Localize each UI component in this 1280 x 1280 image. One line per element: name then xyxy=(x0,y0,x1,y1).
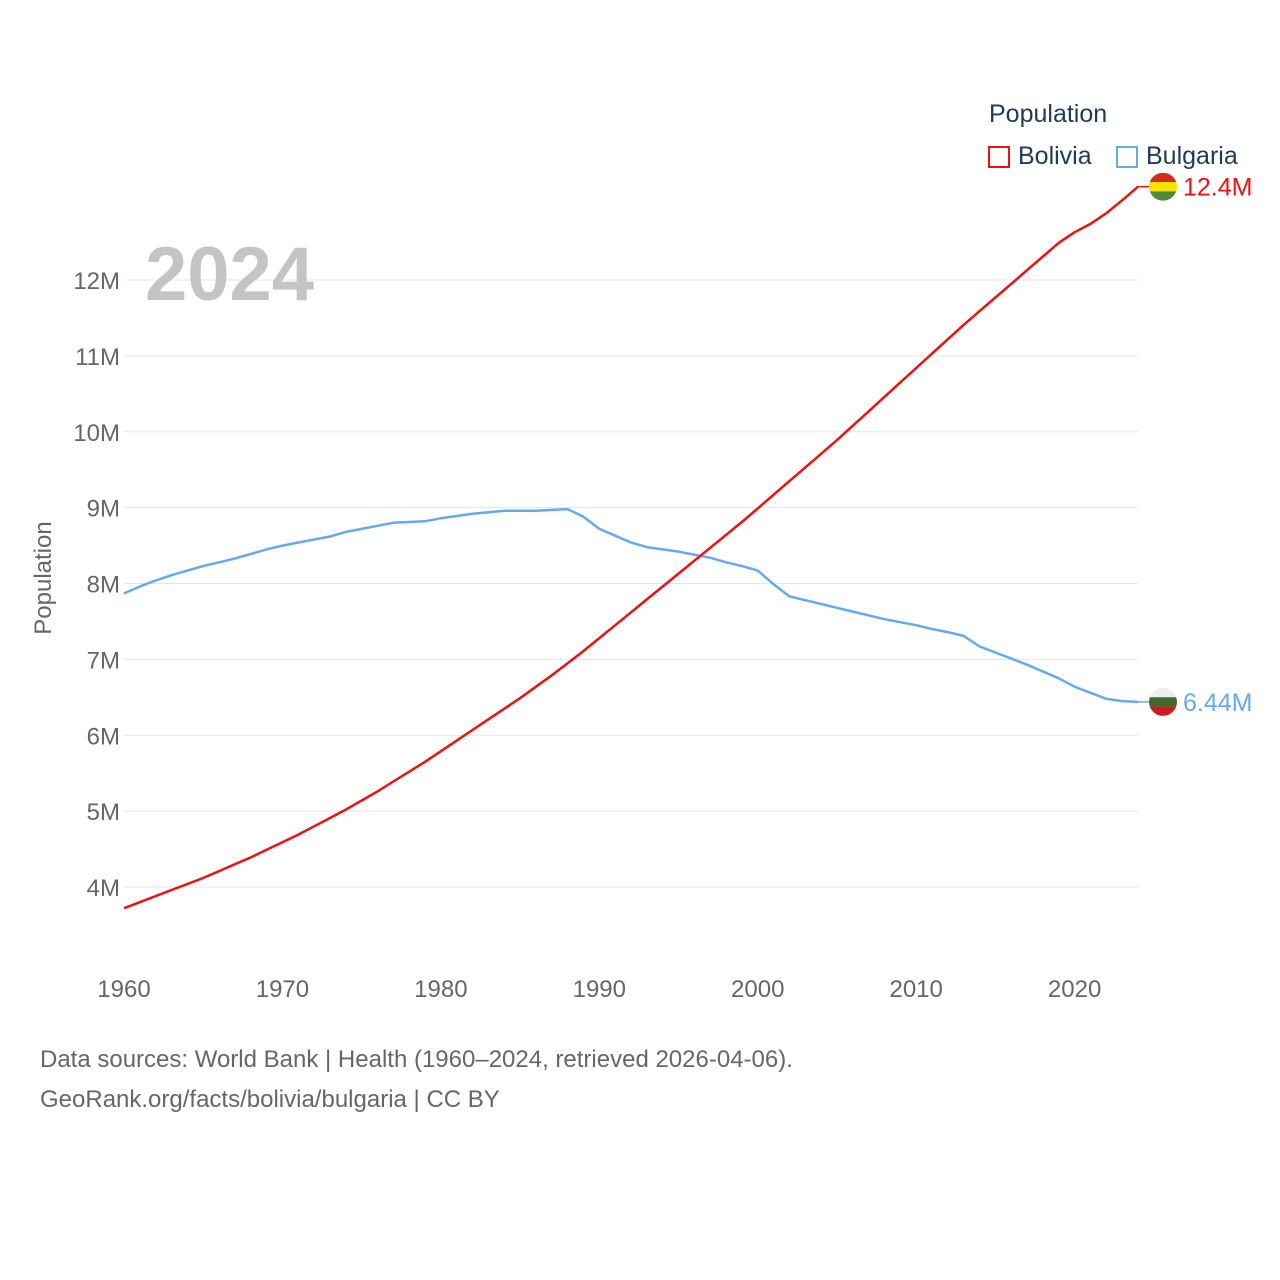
legend-swatch-bulgaria xyxy=(1116,145,1138,168)
footer-attribution[interactable]: GeoRank.org/facts/bolivia/bulgaria | CC … xyxy=(40,1086,500,1113)
series-lines xyxy=(123,185,1139,910)
end-value-label-bulgaria: 6.44M xyxy=(1183,689,1252,717)
y-gridlines xyxy=(124,279,1138,888)
x-tick-label: 2000 xyxy=(731,976,784,1003)
x-tick-label: 2010 xyxy=(889,976,942,1003)
y-tick-label: 4M xyxy=(87,875,120,902)
legend-swatch-bolivia xyxy=(988,145,1010,168)
series-end-markers: 12.4M 6.44M xyxy=(1138,174,1252,717)
y-tick-label: 11M xyxy=(75,344,120,371)
x-tick-label: 1960 xyxy=(97,976,150,1003)
x-tick-label: 1990 xyxy=(573,976,626,1003)
x-tick-label: 1980 xyxy=(414,976,467,1003)
y-tick-label: 9M xyxy=(87,496,120,523)
year-watermark: 2024 xyxy=(145,232,314,317)
y-tick-label: 10M xyxy=(73,420,120,447)
y-tick-label: 6M xyxy=(87,723,120,750)
legend-item-bulgaria[interactable]: Bulgaria xyxy=(1116,142,1238,171)
y-axis-label: Population xyxy=(30,521,57,634)
series-line-bulgaria[interactable] xyxy=(123,507,1139,704)
footer-sources: Data sources: World Bank | Health (1960–… xyxy=(40,1046,793,1073)
x-tick-label: 2020 xyxy=(1048,976,1101,1003)
bolivia-flag-icon xyxy=(1149,172,1177,201)
series-line-bolivia[interactable] xyxy=(123,185,1139,910)
bulgaria-flag-icon xyxy=(1149,687,1177,716)
end-value-label-bolivia: 12.4M xyxy=(1183,174,1252,202)
y-tick-label: 12M xyxy=(73,268,120,295)
y-tick-labels: 4M 5M 6M 7M 8M 9M 10M 11M 12M xyxy=(73,268,120,902)
y-tick-label: 8M xyxy=(87,572,120,599)
x-tick-labels: 1960 1970 1980 1990 2000 2010 2020 xyxy=(97,976,1101,1003)
y-tick-label: 5M xyxy=(87,799,120,826)
legend-title: Population xyxy=(989,100,1108,128)
x-tick-label: 1970 xyxy=(256,976,309,1003)
legend-label-bolivia: Bolivia xyxy=(1018,142,1092,170)
y-tick-label: 7M xyxy=(87,647,120,674)
legend-label-bulgaria: Bulgaria xyxy=(1146,142,1238,170)
legend-item-bolivia[interactable]: Bolivia xyxy=(988,142,1092,171)
